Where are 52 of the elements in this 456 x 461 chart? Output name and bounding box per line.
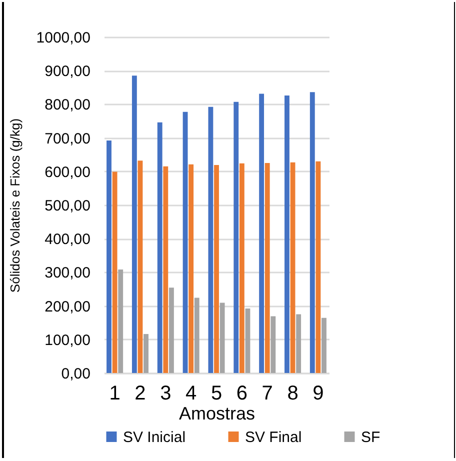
y-tick-label: 300,00 [44,264,90,282]
x-tick-label: 5 [210,382,222,404]
y-tick-label: 900,00 [44,63,90,80]
bar [284,95,290,373]
x-tick-label: 1 [109,382,120,404]
bar [168,288,174,373]
bar [270,316,276,373]
bar [264,163,270,373]
y-tick-label: 1000,00 [36,30,90,46]
y-tick-label: 700,00 [44,130,90,148]
bar [208,106,214,373]
bar [322,318,326,373]
bar [316,161,321,373]
bar [220,302,225,373]
bar [245,308,250,373]
bar [259,94,264,373]
bar [194,298,200,373]
bar [138,160,143,373]
y-tick-label: 100,00 [44,332,90,349]
x-tick-label: 9 [312,382,324,404]
y-axis-title: Sólidos Volateis e Fixos (g/kg) [7,118,22,293]
bar [106,140,112,373]
x-tick-label: 8 [287,382,298,404]
bar [310,92,315,373]
bar [112,172,118,373]
y-tick-label: 500,00 [44,198,90,214]
bar [214,165,219,373]
bar [296,314,302,373]
x-tick-label: 2 [134,382,146,404]
y-tick-label: 400,00 [44,231,90,248]
legend-label: SV Final [245,428,302,446]
bar [157,122,162,373]
x-tick-label: 3 [160,382,172,404]
x-tick-label: 7 [262,382,273,404]
legend-label: SF [361,428,380,446]
bar [290,162,296,373]
x-tick-label: 4 [186,382,197,404]
bar [239,163,244,373]
bar [182,112,188,373]
y-tick-label: 0,00 [61,366,90,382]
legend-label: SV Inicial [123,428,186,446]
bar [118,270,124,373]
bar [188,164,194,373]
x-axis-title: Amostras [178,404,256,424]
x-tick-label: 6 [236,382,248,404]
bar [163,166,168,373]
bar [234,102,239,373]
bar [144,334,148,373]
y-tick-label: 200,00 [44,298,90,316]
bar [132,76,137,373]
y-tick-label: 600,00 [44,164,90,181]
y-tick-label: 800,00 [44,96,90,114]
